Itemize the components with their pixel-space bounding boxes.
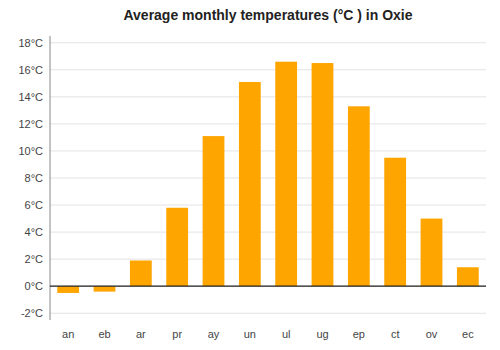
grid-line: [50, 123, 486, 124]
x-tick-label: ay: [208, 328, 220, 340]
y-tick-label: 12°C: [18, 118, 43, 130]
x-axis: an eb ar pr ay un ul ug ep ct ov ec: [62, 328, 474, 340]
grid-line: [50, 313, 486, 314]
bar: [57, 286, 79, 293]
grid-line: [50, 42, 486, 43]
bar: [203, 136, 225, 286]
x-tick-label: ug: [316, 328, 328, 340]
zero-line: [50, 286, 486, 287]
y-tick-label: 2°C: [25, 253, 44, 265]
x-tick-label: ct: [391, 328, 400, 340]
grid-line: [50, 286, 486, 287]
x-tick-label: an: [62, 328, 74, 340]
bar: [94, 286, 116, 291]
y-tick-label: 14°C: [18, 91, 43, 103]
x-tick-label: ov: [426, 328, 438, 340]
grid-line: [50, 69, 486, 70]
x-tick-label: ec: [462, 328, 474, 340]
y-axis-line: [50, 36, 51, 320]
y-axis: -2°C 0°C 2°C 4°C 6°C 8°C 10°C 12°C 14°C 16°C 18°C: [18, 36, 50, 320]
y-tick-label: 18°C: [18, 37, 43, 49]
bar: [348, 106, 370, 286]
x-tick-label: ar: [136, 328, 146, 340]
x-tick-label: un: [244, 328, 256, 340]
y-tick-label: 0°C: [25, 280, 44, 292]
bar: [312, 63, 334, 286]
bars: [57, 62, 478, 293]
page: {"chart_data": {"type": "bar", "title": …: [0, 0, 500, 350]
grid-line: [50, 96, 486, 97]
x-tick-label: pr: [172, 328, 182, 340]
y-tick-label: -2°C: [21, 307, 43, 319]
y-tick-label: 8°C: [25, 172, 44, 184]
x-tick-label: ep: [353, 328, 365, 340]
bar: [166, 208, 188, 286]
y-tick-label: 10°C: [18, 145, 43, 157]
y-tick-label: 16°C: [18, 64, 43, 76]
y-tick-label: 6°C: [25, 199, 44, 211]
bar: [239, 82, 261, 286]
grid-line: [50, 178, 486, 179]
title: Average monthly temperatures (°C ) in Ox…: [123, 7, 412, 23]
bar: [421, 219, 443, 287]
bar: [384, 158, 406, 286]
x-tick-label: ul: [282, 328, 291, 340]
bar: [130, 260, 152, 286]
grid-line: [50, 205, 486, 206]
chart: Average monthly temperatures (°C ) in Ox…: [0, 0, 500, 350]
bar: [457, 267, 479, 286]
grid: [50, 43, 486, 313]
grid-line: [50, 150, 486, 151]
chart-container: Average monthly temperatures (°C ) in Ox…: [0, 0, 500, 350]
y-tick-label: 4°C: [25, 226, 44, 238]
bar: [275, 62, 297, 286]
x-tick-label: eb: [98, 328, 110, 340]
